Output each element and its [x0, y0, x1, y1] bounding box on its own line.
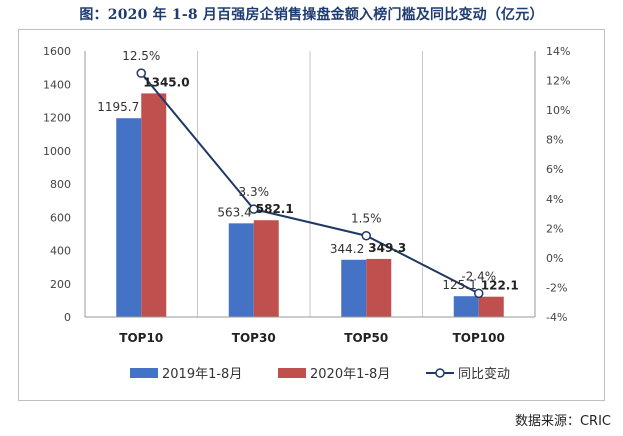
bar-data-label-bold: 349.3: [368, 241, 406, 255]
y-right-tick-label: 12%: [546, 75, 570, 88]
bar-series1: [116, 118, 142, 317]
line-point: [249, 204, 259, 214]
line-data-label: -2.4%: [461, 269, 496, 283]
x-tick-label: TOP30: [232, 331, 276, 345]
line-series: [140, 72, 480, 295]
legend-label: 2019年1-8月: [162, 367, 242, 382]
bar-series2: [366, 258, 392, 317]
bar-series1: [341, 259, 367, 317]
line-data-label: 1.5%: [351, 212, 382, 226]
bar-data-label-bold: 582.1: [256, 202, 294, 216]
legend-label: 2020年1-8月: [310, 367, 390, 382]
y-left-tick-label: 800: [50, 178, 71, 191]
y-right-tick-label: 14%: [546, 45, 570, 58]
x-tick-label: TOP10: [119, 331, 163, 345]
bar-data-label-bold: 1345.0: [143, 75, 189, 89]
y-right-tick-label: 10%: [546, 104, 570, 117]
y-left-tick-label: 1600: [43, 45, 71, 58]
x-tick-label: TOP50: [344, 331, 388, 345]
bar-series2: [253, 220, 279, 317]
bar-series1: [228, 223, 254, 317]
bar-data-label-bold: 122.1: [481, 279, 519, 293]
bar-data-label: 344.2: [330, 242, 364, 256]
bar-series2: [141, 93, 167, 317]
y-right-tick-label: 4%: [546, 193, 563, 206]
line-point: [136, 68, 146, 78]
legend-swatch: [278, 368, 306, 378]
y-right-tick-label: -2%: [546, 281, 567, 294]
line-data-label: 3.3%: [239, 185, 270, 199]
y-right-tick-label: 6%: [546, 163, 563, 176]
y-left-tick-label: 1200: [43, 112, 71, 125]
y-right-tick-label: 2%: [546, 222, 563, 235]
bar-series2: [478, 296, 504, 317]
y-right-tick-label: -4%: [546, 311, 567, 324]
line-data-label: 12.5%: [122, 49, 160, 63]
chart-frame: [18, 29, 605, 401]
y-right-tick-label: 0%: [546, 252, 563, 265]
line-point: [361, 230, 371, 241]
y-left-tick-label: 400: [50, 245, 71, 258]
legend-swatch: [130, 368, 158, 378]
y-left-tick-label: 0: [64, 311, 71, 324]
bar-series1: [453, 296, 479, 317]
bar-data-label: 125.1: [442, 278, 476, 292]
bar-data-label: 1195.7: [97, 100, 139, 114]
y-left-tick-label: 200: [50, 278, 71, 291]
bar-data-label: 563.4: [217, 205, 251, 219]
chart-title: 图：2020 年 1-8 月百强房企销售操盘金额入榜门槛及同比变动（亿元）: [79, 7, 544, 23]
data-source: 数据来源：CRIC: [514, 414, 611, 429]
legend-label: 同比变动: [458, 366, 510, 382]
x-tick-label: TOP100: [453, 331, 505, 345]
y-left-tick-label: 1400: [43, 78, 71, 91]
y-left-tick-label: 600: [50, 211, 71, 224]
y-left-tick-label: 1000: [43, 145, 71, 158]
line-point: [474, 288, 484, 299]
legend-swatch-marker: [435, 368, 445, 378]
y-right-tick-label: 8%: [546, 134, 563, 147]
